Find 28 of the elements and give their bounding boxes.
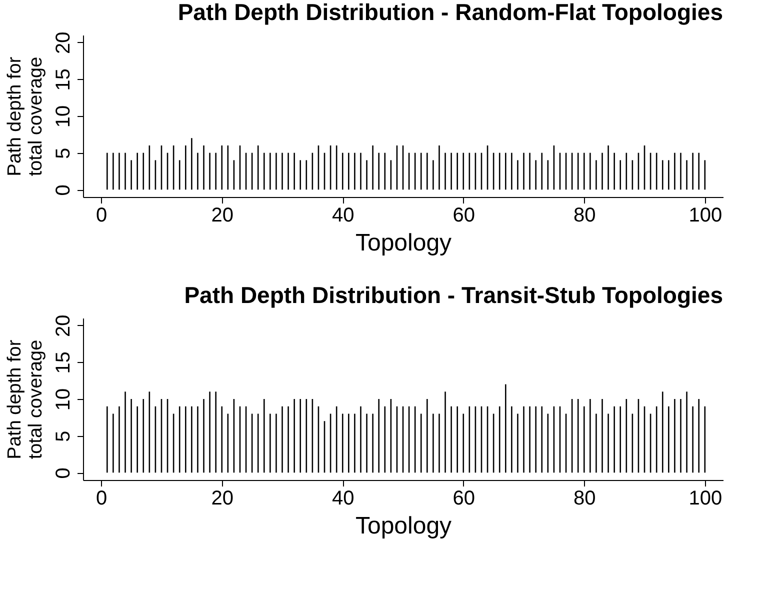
y-tick-label: 5 [52,430,74,442]
y-tick-label: 0 [52,468,74,479]
x-tick-label: 80 [574,204,596,226]
chart-title: Path Depth Distribution - Transit-Stub Topologies [184,282,723,308]
x-axis-title: Topology [355,230,452,256]
x-tick-label: 0 [96,204,108,226]
y-tick-label: 20 [52,32,74,54]
x-tick-label: 40 [332,488,354,510]
x-axis-title: Topology [355,512,452,540]
x-tick-label: 20 [211,204,234,226]
y-tick-label: 0 [52,184,74,196]
x-tick-label: 20 [211,488,234,510]
x-tick-label: 80 [574,488,596,510]
x-tick-label: 60 [452,488,475,510]
y-tick-label: 20 [52,314,74,337]
x-tick-label: 100 [688,204,722,226]
y-tick-label: 15 [52,352,74,374]
y-tick-label: 5 [52,148,74,159]
x-tick-label: 0 [96,488,108,510]
x-tick-label: 100 [688,488,722,510]
x-tick-label: 60 [452,204,475,226]
x-tick-label: 40 [332,204,354,226]
y-axis-title: Path depth for total coverage [4,339,46,460]
y-tick-label: 10 [52,105,74,128]
chart-title: Path Depth Distribution - Random-Flat Topologies [178,0,723,26]
y-tick-label: 10 [52,388,74,411]
y-axis-title: Path depth for total coverage [4,56,46,176]
y-tick-label: 15 [52,68,74,91]
